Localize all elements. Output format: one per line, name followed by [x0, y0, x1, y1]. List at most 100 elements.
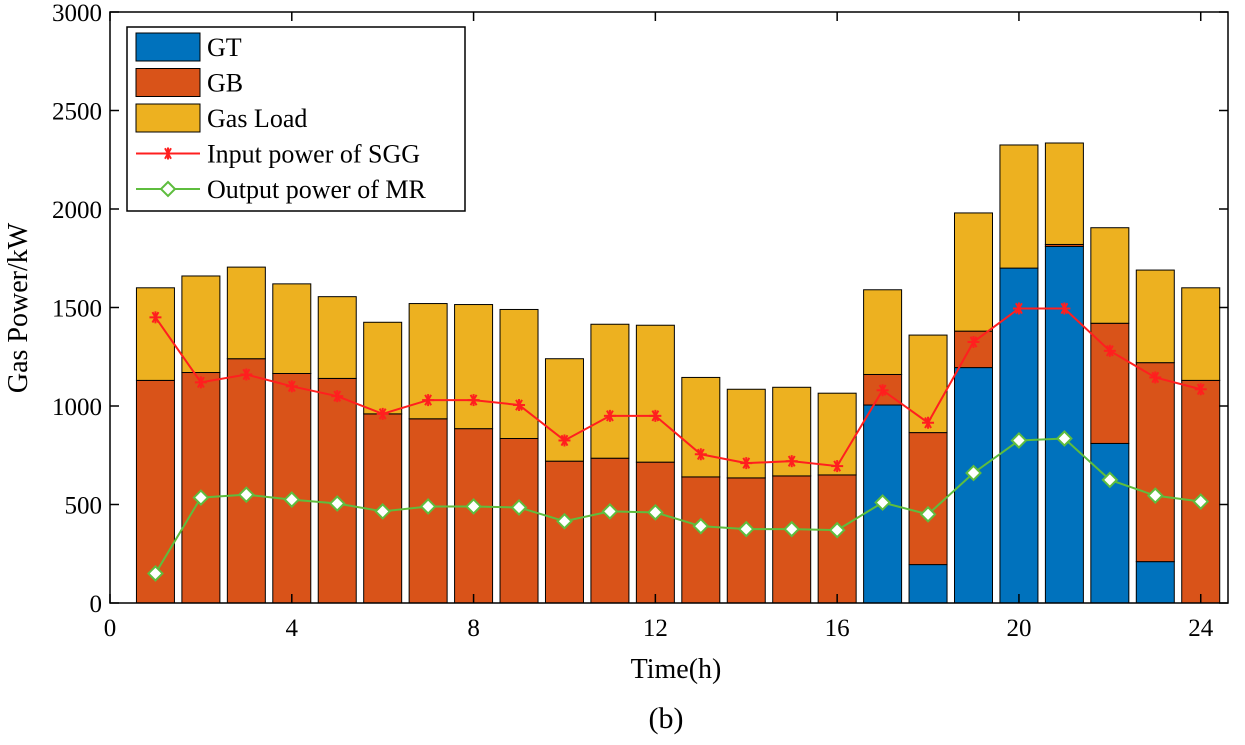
point-output-power-of-mr-t21	[1055, 430, 1073, 447]
point-output-power-of-mr-t17	[874, 494, 892, 511]
legend-label-gas-load: Gas Load	[207, 104, 307, 133]
point-input-power-of-sgg-t24	[1194, 383, 1207, 396]
bar-gb-t23	[1135, 362, 1175, 563]
legend-label-gt: GT	[207, 33, 242, 62]
legend: GT GB Gas Load Input power of SGG Output pow…	[126, 26, 466, 212]
point-input-power-of-sgg-t21	[1058, 302, 1071, 315]
bar-gb-t22	[1090, 322, 1130, 444]
point-output-power-of-mr-t10	[556, 512, 573, 530]
y-tick-label-1500: 1500	[52, 296, 102, 323]
point-input-power-of-sgg-t12	[649, 409, 662, 422]
y-tick-label-500: 500	[65, 493, 103, 520]
bar-gb-t19	[953, 330, 993, 369]
bar-gb-t14	[726, 477, 766, 604]
point-input-power-of-sgg-t10	[558, 434, 571, 447]
point-input-power-of-sgg-t22	[1103, 344, 1116, 357]
legend-label-output-power-of-mr: Output power of MR	[207, 175, 426, 204]
point-input-power-of-sgg-t7	[422, 394, 435, 407]
point-output-power-of-mr-t8	[465, 498, 482, 515]
bar-gb-t16	[817, 474, 857, 604]
bar-gas-load-t12	[635, 324, 675, 463]
bar-gb-t15	[772, 475, 812, 604]
figure-caption: (b)	[649, 702, 684, 735]
bar-gb-t18	[908, 432, 948, 566]
bar-gb-t2	[181, 372, 221, 604]
point-output-power-of-mr-t18	[919, 505, 937, 523]
point-output-power-of-mr-t16	[828, 521, 846, 539]
point-output-power-of-mr-t23	[1146, 487, 1164, 505]
point-output-power-of-mr-t24	[1192, 493, 1210, 510]
x-tick-label-24: 24	[1188, 615, 1214, 642]
point-input-power-of-sgg-t3	[240, 368, 253, 381]
bar-gas-load-t6	[363, 321, 403, 415]
bar-gb-t11	[590, 457, 630, 604]
point-input-power-of-sgg-t23	[1149, 371, 1162, 384]
bar-gas-load-t17	[863, 289, 903, 375]
bar-gb-t5	[317, 377, 357, 604]
bar-gas-load-t23	[1135, 269, 1175, 364]
point-input-power-of-sgg-t5	[331, 390, 344, 403]
point-output-power-of-mr-t1	[147, 565, 164, 582]
point-output-power-of-mr-t13	[692, 517, 710, 535]
bar-gas-load-t18	[908, 334, 948, 434]
point-input-power-of-sgg-t16	[831, 460, 844, 473]
point-input-power-of-sgg-t4	[285, 380, 298, 393]
bar-gt-t23	[1135, 561, 1175, 604]
point-output-power-of-mr-t4	[283, 491, 301, 508]
legend-swatch-gas-load	[135, 103, 201, 133]
point-input-power-of-sgg-t1	[149, 311, 162, 324]
point-output-power-of-mr-t22	[1101, 471, 1119, 489]
bar-gas-load-t11	[590, 323, 630, 459]
line-output-power-of-mr	[154, 437, 1201, 574]
bar-gb-t3	[226, 358, 266, 604]
point-output-power-of-mr-t20	[1010, 432, 1028, 449]
x-tick-label-4: 4	[286, 615, 299, 642]
point-input-power-of-sgg-t9	[513, 399, 526, 412]
bar-gt-t22	[1090, 442, 1130, 604]
point-output-power-of-mr-t12	[646, 503, 664, 521]
point-input-power-of-sgg-t2	[194, 376, 207, 389]
point-input-power-of-sgg-t15	[785, 455, 798, 468]
bar-gas-load-t1	[135, 287, 175, 381]
bars-layer	[135, 142, 1221, 604]
axes-layer: 0 4 8 12 16 20 24 0 500 1000 1500 2000 2500 3000	[52, 0, 1229, 642]
bar-gas-load-t19	[953, 212, 993, 332]
x-tick-label-12: 12	[643, 615, 668, 642]
bar-gt-t21	[1044, 245, 1084, 604]
line-input-power-of-sgg	[154, 307, 1201, 468]
bar-gas-load-t3	[226, 266, 266, 360]
y-tick-label-0: 0	[90, 591, 103, 618]
bar-gas-load-t9	[499, 308, 539, 440]
bar-gas-load-t4	[272, 283, 312, 374]
point-output-power-of-mr-t7	[419, 498, 437, 515]
bar-gas-load-t2	[181, 275, 221, 374]
y-axis-title: Gas Power/kW	[3, 222, 34, 393]
bar-gas-load-t5	[317, 296, 357, 379]
y-tick-label-3000: 3000	[52, 0, 102, 27]
legend-swatch-gt	[135, 32, 201, 62]
point-input-power-of-sgg-t8	[467, 394, 480, 407]
x-tick-label-0: 0	[104, 615, 117, 642]
bar-gas-load-t21	[1044, 142, 1084, 245]
x-axis-title: Time(h)	[631, 654, 722, 685]
point-output-power-of-mr-t14	[737, 520, 755, 538]
bar-gas-load-t8	[454, 304, 494, 430]
lines-layer	[147, 302, 1210, 582]
point-input-power-of-sgg-t6	[376, 407, 389, 420]
point-output-power-of-mr-t3	[237, 486, 255, 504]
bar-gt-t18	[908, 564, 948, 604]
y-tick-label-2000: 2000	[52, 197, 102, 224]
bar-gas-load-t24	[1181, 287, 1221, 381]
point-input-power-of-sgg-t18	[922, 416, 935, 429]
bar-gas-load-t13	[681, 376, 721, 478]
legend-marker-input-power-of-sgg	[162, 147, 174, 160]
point-input-power-of-sgg-t20	[1012, 302, 1025, 315]
bar-gb-t4	[272, 372, 312, 604]
y-tick-label-2500: 2500	[52, 99, 102, 126]
legend-label-input-power-of-sgg: Input power of SGG	[207, 140, 420, 169]
point-input-power-of-sgg-t14	[740, 457, 753, 470]
bar-gb-t24	[1181, 379, 1221, 604]
point-input-power-of-sgg-t11	[603, 409, 616, 422]
y-tick-label-1000: 1000	[52, 394, 102, 421]
